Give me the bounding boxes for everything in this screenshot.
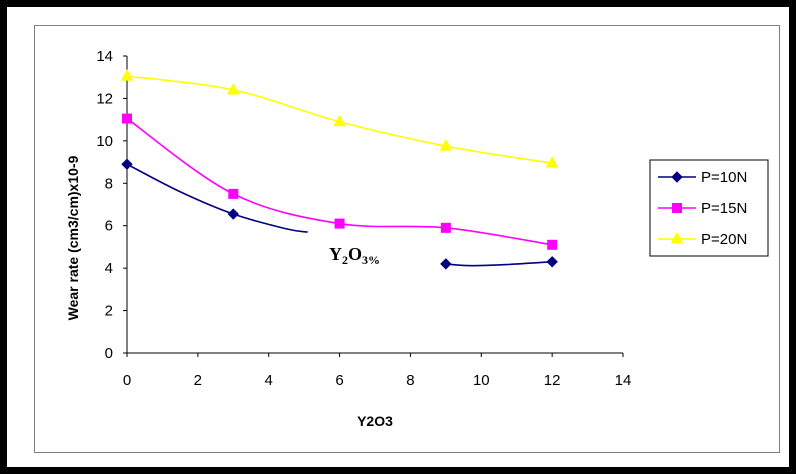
series-p-10n	[121, 158, 558, 270]
y-tick-label: 14	[96, 48, 113, 65]
y-tick-label: 0	[105, 345, 113, 362]
legend-label: P=10N	[701, 169, 747, 186]
series-line	[126, 163, 308, 233]
x-axis-title: Y2O3	[357, 413, 393, 429]
data-point	[228, 188, 239, 199]
y-tick-label: 12	[96, 90, 113, 107]
legend: P=10N P=15N P=20N	[649, 159, 769, 257]
series-line	[445, 260, 553, 267]
legend-swatch-marker	[670, 231, 684, 244]
y-tick-label: 6	[105, 218, 113, 235]
legend-item: P=10N	[658, 169, 747, 186]
x-tick-label: 14	[615, 372, 632, 389]
y-tick-label: 10	[96, 133, 113, 150]
y-tick-label: 2	[105, 303, 113, 320]
annotation-subscript-2: 3%	[362, 253, 380, 267]
y-axis-title: Wear rate (cm3/cm)x10-9	[65, 155, 81, 320]
x-tick-label: 2	[194, 372, 202, 389]
legend-swatch-marker	[671, 171, 683, 183]
data-point	[439, 139, 453, 151]
data-point	[545, 156, 559, 168]
legend-swatch-marker	[672, 203, 682, 213]
data-point	[440, 222, 451, 233]
annotation-mid: O	[348, 244, 362, 264]
data-point	[334, 218, 345, 229]
data-point	[547, 239, 558, 250]
data-point	[440, 258, 452, 270]
data-point	[122, 113, 132, 124]
data-point	[333, 114, 346, 127]
legend-label: P=15N	[701, 200, 747, 217]
annotation-base: Y	[329, 244, 342, 264]
axes: 0 2 4 6 8 10 12 14 0 2 4 6 8 10 12 14	[96, 48, 631, 389]
data-point	[121, 158, 133, 170]
data-point	[227, 208, 239, 220]
legend-item: P=20N	[658, 231, 747, 248]
series-p-15n	[122, 113, 558, 250]
x-tick-label: 12	[544, 372, 561, 389]
x-tick-label: 4	[265, 372, 273, 389]
series-p-20n	[120, 69, 559, 168]
annotation-subscript-1: 2	[342, 253, 348, 267]
y2o3-percent-annotation: Y2O3%	[329, 244, 380, 267]
data-point	[120, 69, 134, 81]
legend-label: P=20N	[701, 231, 747, 248]
x-tick-label: 6	[335, 372, 343, 389]
series-layer	[120, 69, 559, 270]
y-tick-label: 8	[105, 175, 113, 192]
y-tick-label: 4	[105, 260, 113, 277]
x-tick-label: 10	[473, 372, 490, 389]
data-point	[546, 256, 558, 268]
x-tick-label: 0	[123, 372, 131, 389]
legend-item: P=15N	[658, 200, 747, 217]
data-point	[226, 82, 240, 95]
x-tick-label: 8	[406, 372, 414, 389]
